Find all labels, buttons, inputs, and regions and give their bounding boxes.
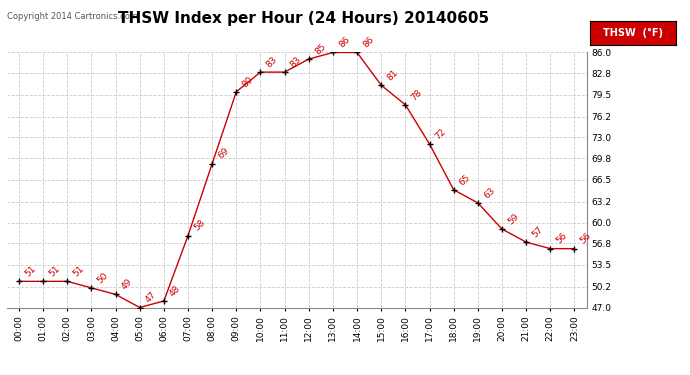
- Text: 59: 59: [506, 212, 521, 226]
- Text: 72: 72: [434, 127, 448, 141]
- Text: 85: 85: [313, 42, 328, 56]
- Text: 56: 56: [579, 231, 593, 246]
- Text: 80: 80: [241, 75, 255, 89]
- Text: THSW Index per Hour (24 Hours) 20140605: THSW Index per Hour (24 Hours) 20140605: [118, 11, 489, 26]
- Text: 56: 56: [555, 231, 569, 246]
- Text: 57: 57: [531, 225, 545, 239]
- Text: 83: 83: [289, 55, 304, 69]
- Text: 58: 58: [193, 218, 207, 233]
- Text: THSW  (°F): THSW (°F): [603, 28, 663, 38]
- Text: 86: 86: [362, 35, 376, 50]
- Text: 86: 86: [337, 35, 352, 50]
- Text: 51: 51: [23, 264, 38, 279]
- Text: 78: 78: [410, 87, 424, 102]
- Text: 65: 65: [458, 172, 473, 187]
- Text: 69: 69: [217, 146, 231, 161]
- Text: 48: 48: [168, 284, 182, 298]
- Text: 49: 49: [120, 277, 134, 292]
- Text: 51: 51: [48, 264, 62, 279]
- Text: 83: 83: [265, 55, 279, 69]
- Text: 63: 63: [482, 186, 497, 200]
- Text: 81: 81: [386, 68, 400, 82]
- Text: 51: 51: [72, 264, 86, 279]
- Text: 50: 50: [96, 271, 110, 285]
- Text: 47: 47: [144, 290, 158, 305]
- Text: Copyright 2014 Cartronics.com: Copyright 2014 Cartronics.com: [7, 12, 138, 21]
